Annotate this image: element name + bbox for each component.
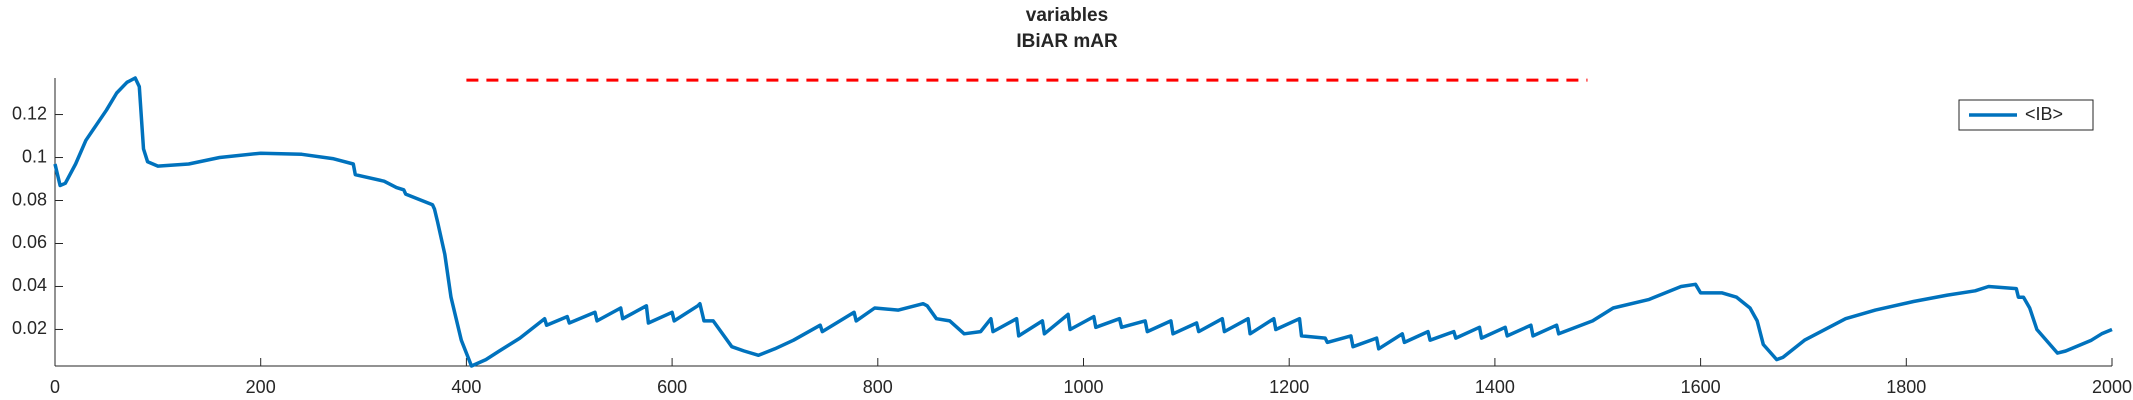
x-tick-label: 400 <box>451 377 481 397</box>
y-tick-label: 0.1 <box>22 146 47 166</box>
y-tick-label: 0.08 <box>12 189 47 209</box>
legend-label: <IB> <box>2025 104 2063 124</box>
x-tick-label: 1800 <box>1886 377 1926 397</box>
x-tick-label: 1400 <box>1475 377 1515 397</box>
data-line <box>53 76 2113 368</box>
x-tick-label: 600 <box>657 377 687 397</box>
y-tick-label: 0.12 <box>12 103 47 123</box>
chart-subtitle: IBiAR mAR <box>1016 31 1118 52</box>
x-tick-label: 200 <box>246 377 276 397</box>
y-tick-label: 0.04 <box>12 275 47 295</box>
x-tick-label: 0 <box>50 377 60 397</box>
y-tick-label: 0.06 <box>12 232 47 252</box>
chart-title: variables <box>1026 5 1108 26</box>
y-tick-label: 0.02 <box>12 318 47 338</box>
x-tick-label: 1600 <box>1681 377 1721 397</box>
x-tick-label: 1200 <box>1269 377 1309 397</box>
x-tick-label: 800 <box>863 377 893 397</box>
x-tick-label: 1000 <box>1063 377 1103 397</box>
x-tick-label: 2000 <box>2092 377 2132 397</box>
